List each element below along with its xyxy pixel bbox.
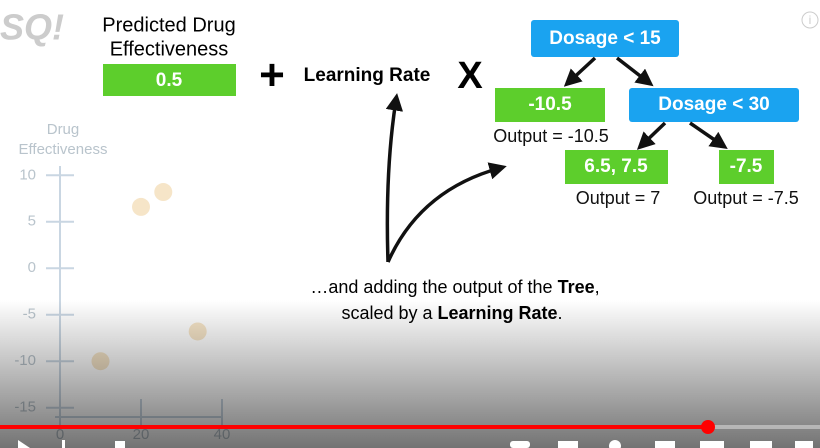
caption: …and adding the output of the Tree, [310, 277, 599, 297]
tree-node-label: Dosage < 15 [549, 28, 661, 49]
tree-leaf [719, 150, 774, 184]
theater-button[interactable] [700, 441, 724, 448]
leaf-output: Output = -7.5 [693, 188, 799, 208]
settings-button[interactable] [609, 440, 621, 448]
info-icon-ring[interactable] [801, 11, 819, 29]
tree-edge [689, 121, 728, 149]
tree-edge [615, 56, 654, 87]
cast-button[interactable] [750, 441, 772, 448]
player-controls [18, 440, 813, 448]
tree-edge [563, 56, 597, 87]
leaf-output: Output = 7 [576, 188, 661, 208]
y-axis-label: Effectiveness [19, 141, 108, 158]
caption-part: …and adding the output of the [310, 277, 557, 297]
player-shade [0, 300, 820, 448]
info-icon[interactable]: i [809, 13, 812, 27]
prediction-box [103, 64, 236, 96]
leaf-output: Output = -10.5 [493, 126, 609, 146]
y-tick-label: 0 [28, 259, 36, 276]
tree-node [531, 20, 679, 57]
volume-button[interactable] [115, 441, 125, 448]
play-button[interactable] [18, 440, 30, 448]
miniplayer-button[interactable] [655, 441, 675, 448]
tree-leaf-label: -10.5 [528, 94, 572, 115]
tree-edge [636, 121, 667, 150]
label: Predicted Drug [102, 14, 235, 36]
data-point [132, 197, 150, 216]
fullscreen-button[interactable] [795, 441, 813, 448]
progress-handle[interactable] [701, 420, 715, 434]
times: X [457, 55, 483, 97]
tree-leaf [565, 150, 668, 184]
label: Effectiveness [110, 38, 229, 60]
logo: SQ! [0, 7, 64, 48]
tree-node [629, 88, 799, 122]
data-point [154, 183, 173, 202]
tree-leaf-label: 6.5, 7.5 [584, 156, 648, 177]
prediction: 0.5 [156, 70, 183, 91]
plus: + [259, 51, 285, 100]
next-button[interactable] [62, 440, 65, 448]
caption-part: Tree [558, 277, 595, 297]
y-axis-label: Drug [47, 121, 80, 138]
tree-leaf [495, 88, 605, 122]
progress-played[interactable] [0, 425, 708, 429]
learning-rate: Learning Rate [304, 65, 431, 86]
y-tick-label: 10 [19, 166, 36, 183]
pointer-arrow [386, 162, 507, 263]
tree-node-label: Dosage < 30 [658, 94, 769, 115]
pointer-arrow [385, 93, 404, 263]
subtitles-button[interactable] [558, 441, 578, 448]
tree-leaf-label: -7.5 [730, 156, 763, 177]
caption-part: , [595, 277, 600, 297]
y-tick-label: 5 [28, 213, 36, 230]
autoplay-toggle[interactable] [510, 441, 530, 448]
